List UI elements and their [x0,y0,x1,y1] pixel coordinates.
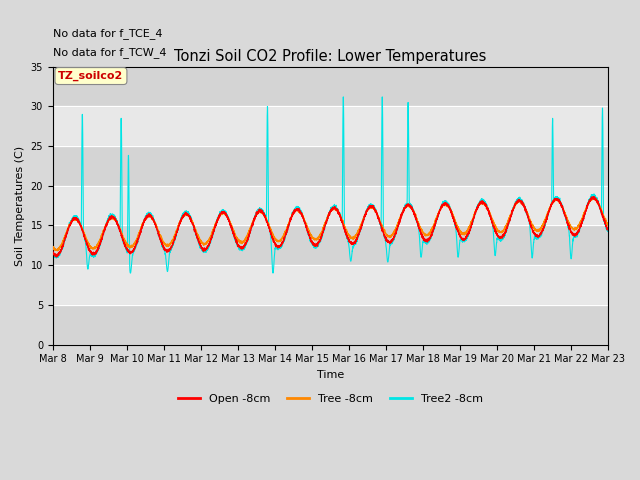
Text: TZ_soilco2: TZ_soilco2 [58,71,124,81]
Y-axis label: Soil Temperatures (C): Soil Temperatures (C) [15,145,25,266]
X-axis label: Time: Time [317,370,344,380]
Bar [52,305,608,345]
Text: No data for f_TCE_4: No data for f_TCE_4 [52,28,163,39]
Bar [52,146,608,186]
Text: No data for f_TCW_4: No data for f_TCW_4 [52,48,166,58]
Legend: Open -8cm, Tree -8cm, Tree2 -8cm: Open -8cm, Tree -8cm, Tree2 -8cm [173,390,487,408]
Bar [52,67,608,107]
Title: Tonzi Soil CO2 Profile: Lower Temperatures: Tonzi Soil CO2 Profile: Lower Temperatur… [174,49,486,64]
Bar [52,226,608,265]
